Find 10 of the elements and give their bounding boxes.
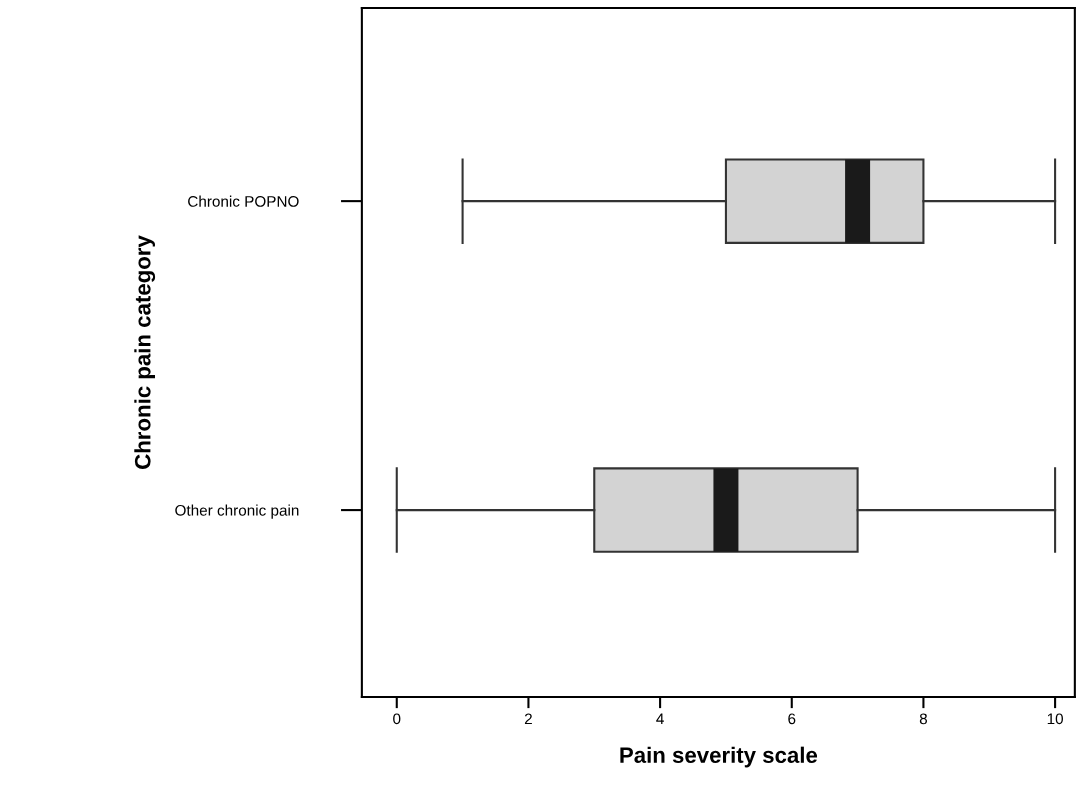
x-axis-title: Pain severity scale [620,746,818,768]
x-tick-label: 6 [788,713,796,725]
x-tick-label: 0 [393,713,401,725]
x-tick-label: 2 [524,713,532,725]
y-tick-label: Chronic POPNO [188,195,299,207]
y-tick-label: Other chronic pain [175,504,299,519]
x-tick-label: 10 [1047,713,1063,725]
y-axis-title: Chronic pain category [134,235,156,469]
x-tick-label: 4 [656,713,664,725]
x-tick-label: 8 [919,713,928,725]
